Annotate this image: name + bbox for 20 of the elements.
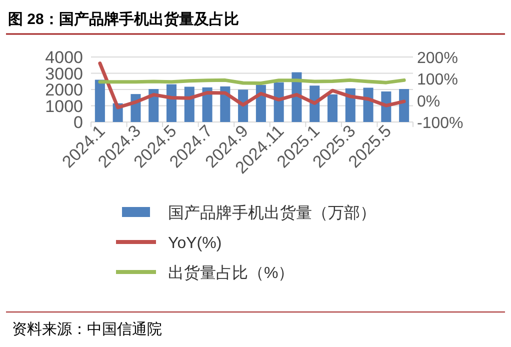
- y-tick-label: 4000: [45, 48, 83, 67]
- y2-tick-label: 100%: [417, 72, 458, 89]
- y-tick-label: 3000: [45, 64, 83, 84]
- y2-tick-label: -100%: [417, 115, 464, 132]
- bar: [184, 86, 194, 122]
- y-tick-label: 1000: [45, 96, 83, 116]
- bar: [327, 94, 338, 122]
- bar: [274, 82, 284, 122]
- y2-tick-label: 200%: [417, 50, 458, 67]
- y-tick-label: 2000: [45, 80, 83, 100]
- bar: [399, 89, 410, 122]
- legend-label: 出货量占比（%）: [168, 264, 294, 282]
- legend-label: YoY(%): [168, 235, 222, 252]
- line-series: [98, 62, 406, 110]
- y2-tick-label: 0%: [417, 93, 440, 110]
- legend-label: 国产品牌手机出货量（万部）: [168, 204, 376, 222]
- bar: [94, 80, 105, 122]
- text: 资料来源：中国信通院: [12, 321, 162, 338]
- chart-title: 图 28：国产品牌手机出货量及占比: [8, 11, 239, 28]
- y-tick-label: 0: [74, 113, 83, 132]
